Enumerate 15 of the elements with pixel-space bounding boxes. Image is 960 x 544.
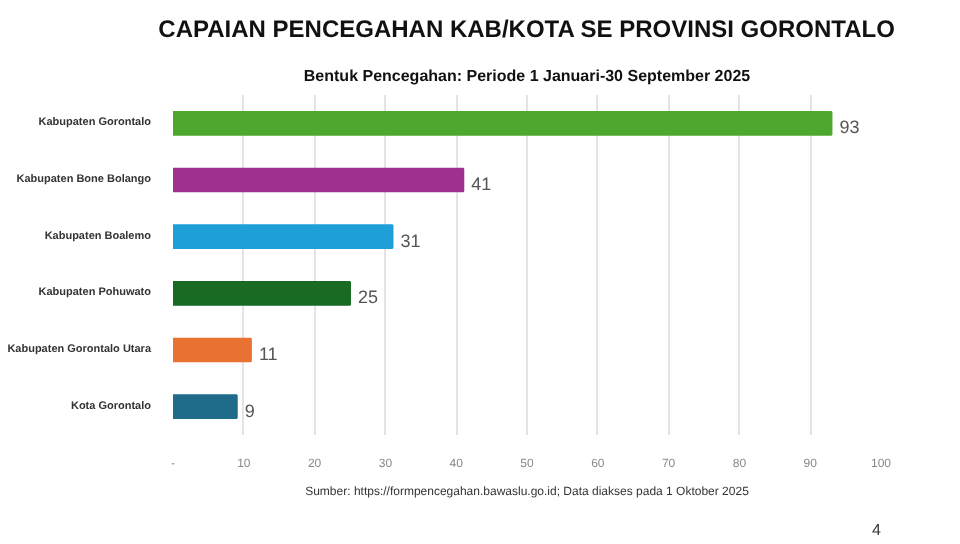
data-label: 93	[839, 117, 860, 138]
data-label: 9	[244, 400, 255, 421]
chart-title: CAPAIAN PENCEGAHAN KAB/KOTA SE PROVINSI GORONTALO	[158, 15, 895, 43]
bar	[173, 337, 252, 363]
bar	[173, 167, 465, 193]
bar	[173, 224, 394, 249]
bar	[173, 111, 833, 136]
data-label: 31	[400, 230, 421, 251]
data-label: 41	[471, 174, 492, 194]
text: 4	[872, 521, 883, 539]
data-label: 11	[258, 344, 278, 364]
data-label: 25	[358, 287, 379, 308]
bar	[173, 281, 351, 306]
chart-subtitle: Bentuk Pencegahan: Periode 1 Januari-30 September 2025	[303, 67, 752, 85]
bar	[173, 394, 238, 419]
